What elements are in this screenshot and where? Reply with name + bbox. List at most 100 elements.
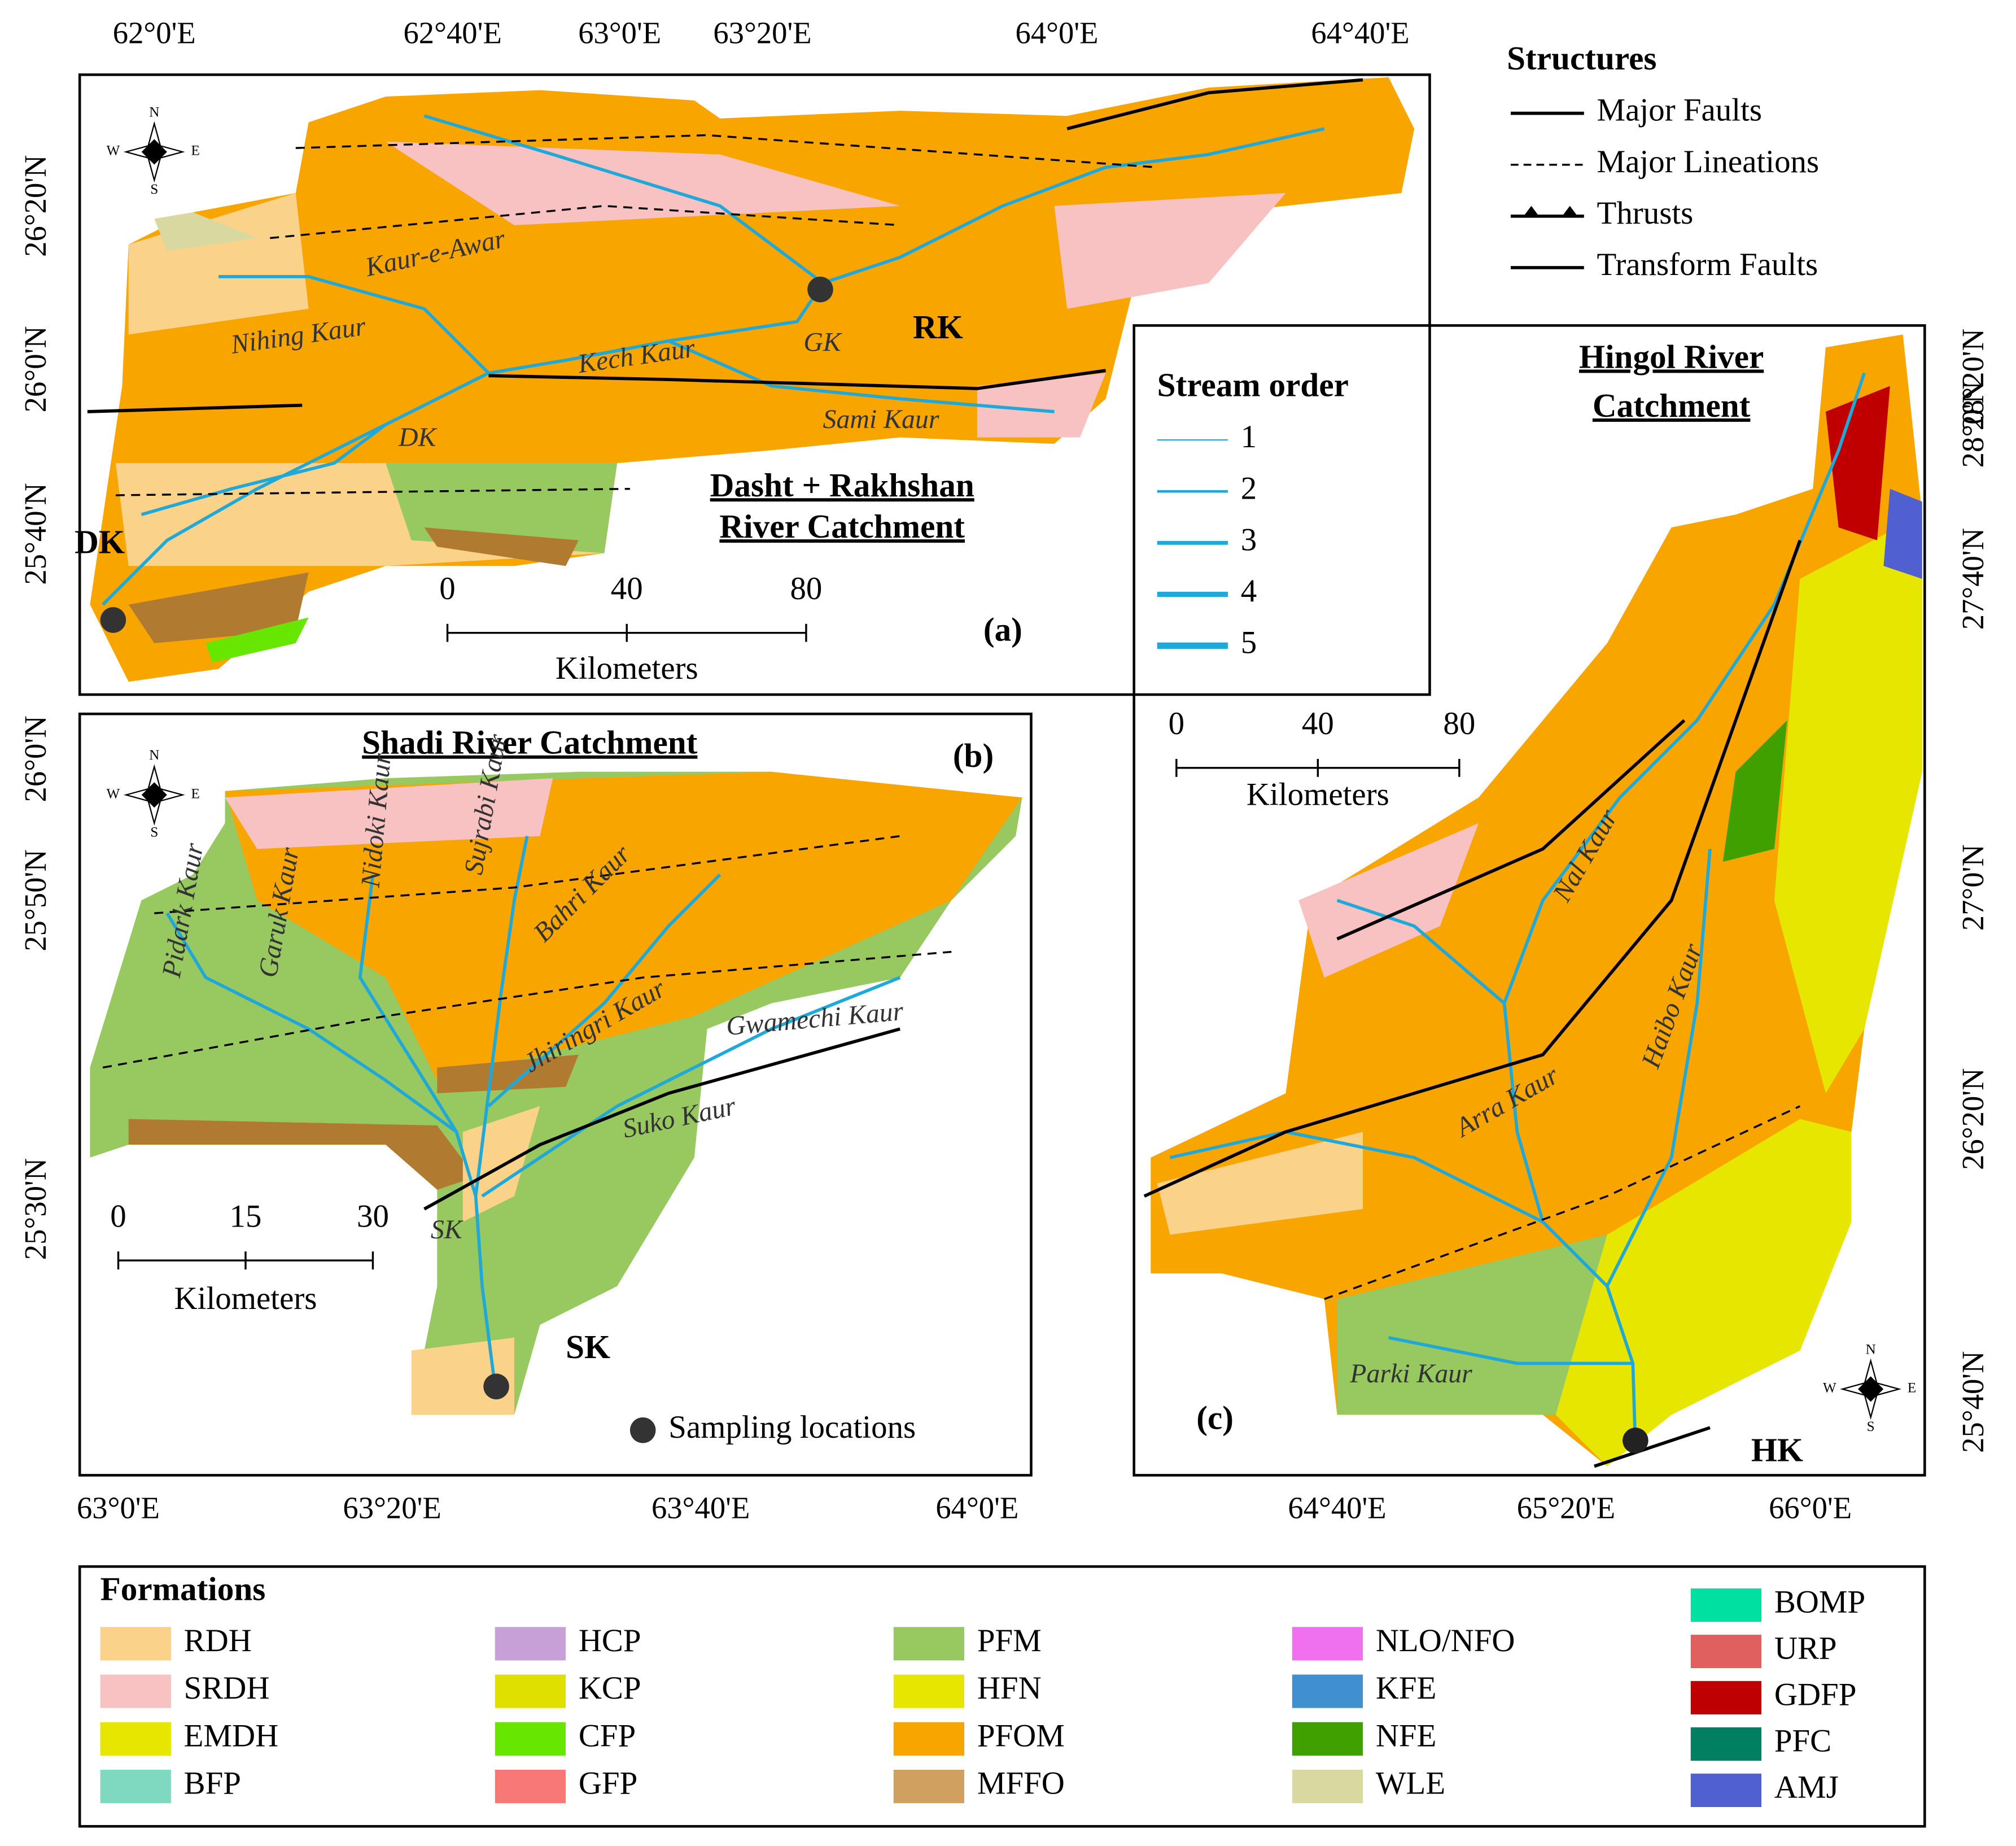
lat-tick-label: 25°30'N (18, 1158, 53, 1260)
lineation (154, 835, 900, 914)
scale-unit: Kilometers (556, 651, 698, 686)
lon-tick-label: 64°0'E (935, 1491, 1018, 1525)
legend-label: PFM (977, 1623, 1042, 1659)
legend-swatch (893, 1674, 965, 1708)
legend-swatch (495, 1769, 566, 1804)
legend-label: Major Lineations (1597, 144, 1820, 180)
legend-title: Stream order (1157, 366, 1349, 404)
legend-label: AMJ (1774, 1769, 1839, 1805)
site-label: RK (913, 308, 963, 346)
legend-label: KCP (579, 1670, 641, 1706)
lineation (295, 134, 1157, 168)
legend-swatch (1690, 1588, 1762, 1622)
legend-label: 4 (1241, 573, 1257, 609)
river (668, 339, 1055, 413)
lat-tick-label: 28°0'N (1956, 381, 1990, 468)
panel-title: Dasht + Rakhshan (710, 466, 974, 504)
lat-tick-label: 25°40'N (18, 483, 53, 584)
formation-patch (1825, 386, 1890, 540)
river-label: Sami Kaur (823, 404, 939, 434)
legend-label: GDFP (1774, 1677, 1857, 1712)
formation-patch (205, 617, 309, 663)
legend-swatch (100, 1722, 171, 1756)
legend-swatch (1690, 1681, 1762, 1715)
scale-unit: Kilometers (174, 1281, 317, 1316)
river-label: DK (398, 422, 438, 452)
formation-patch (977, 373, 1106, 438)
lon-tick-label: 64°40'E (1311, 16, 1409, 50)
legend-label: 5 (1241, 625, 1257, 661)
compass-letter: W (107, 786, 120, 801)
lon-tick-label: 63°0'E (77, 1491, 160, 1525)
formation-patch (128, 572, 309, 643)
sampling-site (1623, 1428, 1648, 1454)
legend-label: NFE (1376, 1718, 1437, 1753)
river-label: SK (431, 1215, 463, 1245)
compass-letter: E (191, 786, 200, 801)
legend-label: HCP (579, 1623, 641, 1659)
legend-label: BOMP (1774, 1585, 1865, 1620)
lat-tick-label: 28°20'N (1956, 329, 1990, 430)
scale-label: 30 (357, 1198, 389, 1234)
scale-label: 0 (439, 571, 455, 606)
river (423, 114, 824, 285)
river-label: GK (803, 328, 842, 357)
legend-label: GFP (579, 1766, 637, 1801)
legend-swatch (100, 1627, 171, 1661)
formation-patch (1774, 514, 1922, 1094)
river (358, 874, 458, 1133)
sampling-site (100, 607, 126, 633)
legend-symbol (1523, 206, 1578, 216)
legend-label: PFOM (977, 1718, 1065, 1753)
legend-swatch (1292, 1674, 1363, 1708)
formation-patch (1157, 1132, 1363, 1235)
legend-title: Formations (100, 1570, 266, 1607)
legend-swatch (495, 1722, 566, 1756)
legend-label: CFP (579, 1718, 636, 1753)
formation-patch (128, 1119, 476, 1190)
legend-label: 3 (1241, 522, 1257, 557)
legend-swatch (893, 1627, 965, 1661)
lon-tick-label: 63°20'E (713, 16, 811, 50)
sampling-site (807, 276, 833, 303)
formation-patch (225, 771, 1022, 1081)
legend-label: HFN (977, 1670, 1042, 1706)
scale-label: 0 (1169, 706, 1184, 741)
fault (1143, 539, 1802, 1198)
sampling-site (483, 1373, 509, 1400)
legend-label: Major Faults (1597, 93, 1763, 128)
river (141, 423, 387, 516)
legend-swatch (100, 1674, 171, 1708)
river (474, 835, 529, 1197)
river (165, 912, 497, 1387)
river (1336, 898, 1506, 1005)
panel-title: Catchment (1593, 387, 1751, 424)
legend-label: Transform Faults (1597, 247, 1818, 282)
legend-label: MFFO (977, 1766, 1065, 1801)
legend-frame (78, 1565, 1926, 1828)
legend-label: 2 (1241, 470, 1257, 506)
formation-patch (437, 1054, 579, 1094)
legend-label: NLO/NFO (1376, 1623, 1515, 1659)
formation-patch (154, 212, 257, 251)
formation-patch (424, 527, 579, 566)
legend-swatch (1690, 1727, 1762, 1761)
compass-letter: N (149, 748, 159, 763)
legend-label: KFE (1376, 1670, 1437, 1706)
fault (488, 369, 1106, 390)
river (1388, 1336, 1633, 1365)
scale-label: 15 (230, 1198, 262, 1234)
legend-label: SRDH (184, 1670, 270, 1706)
legend-swatch (495, 1627, 566, 1661)
compass (141, 139, 167, 165)
lat-tick-label: 26°20'N (1956, 1068, 1990, 1169)
lat-tick-label: 26°20'N (18, 155, 53, 256)
compass-letter: S (150, 825, 158, 840)
legend-swatch (1690, 1773, 1762, 1808)
legend-label: EMDH (184, 1718, 279, 1753)
lineation (115, 487, 630, 496)
compass-letter: W (1823, 1381, 1836, 1396)
panel-a-frame (78, 73, 1431, 696)
lon-tick-label: 64°40'E (1288, 1491, 1386, 1525)
legend-swatch (1690, 1634, 1762, 1669)
